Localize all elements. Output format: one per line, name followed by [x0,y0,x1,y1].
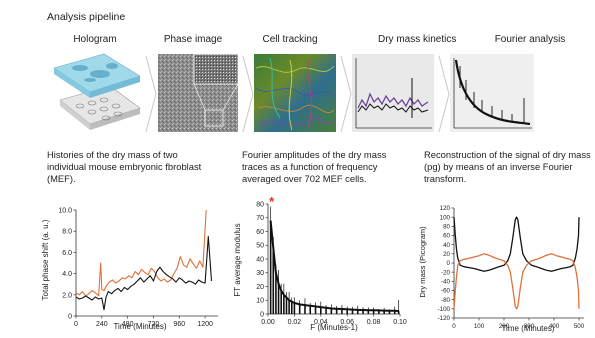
phase-image-thumbnail [158,53,239,132]
pipeline-title: Analysis pipeline [47,11,126,23]
chart2-xtick-label-2: 0.04 [314,319,328,326]
chart2-ytick-label-5: 50 [256,243,264,250]
stage-label-phase-image: Phase image [163,34,223,45]
chart2-ytick-label-3: 30 [256,270,264,277]
chart1-ytick-label-0: 0 [68,313,72,320]
caption-left: Histories of the dry mass of two individ… [47,149,202,185]
chart3-series-black [453,216,580,272]
chart3-ytick-label-8: 40 [443,242,450,249]
chart3-ytick-label-6: 0 [447,260,451,267]
chart1-xtick-label-5: 1200 [197,321,213,328]
chart1-xtick-label-2: 480 [122,321,134,328]
stage-label-cell-tracking: Cell tracking [262,34,318,45]
chart1-ytick-label-2: 4.0 [62,271,72,278]
chart3-ytick-label-3: -60 [441,288,451,295]
chart2-xtick-label-1: 0.02 [288,319,302,326]
chart1-ytick-label-4: 8.0 [62,229,72,236]
pipeline-strip [53,53,534,133]
chart3-ytick-label-1: -100 [438,306,451,313]
chart2-xtick-label-5: 0.10 [393,319,407,326]
dry-mass-kinetics-thumbnail [352,54,434,132]
chart2-ytick-label-8: 80 [256,201,264,208]
chart-fourier-amplitudes: FT average modulus F (Minutes-1) 0.00 0.0… [233,196,407,332]
stage-label-hologram: Hologram [73,34,117,45]
chart3-xtick-label-2: 200 [499,323,510,330]
chart3-xtick-label-1: 100 [474,323,485,330]
chart1-xlabel: Time (Minutes) [113,322,166,331]
chart3-ytick-label-5: -20 [441,269,451,276]
chart3-series-orange [453,253,580,310]
fourier-analysis-thumbnail [450,54,534,132]
chart1-xtick-label-1: 240 [96,321,108,328]
chart3-ytick-label-2: -80 [441,297,451,304]
chart3-ytick-label-4: -40 [441,279,451,286]
chart-dry-mass-reconstruction: Dry mass (Picogram) Time (Minutes) 0 100 2… [418,205,585,333]
chart3-xtick-label-4: 400 [549,323,560,330]
caption-middle: Fourier amplitudes of the dry mass trace… [242,149,387,185]
chart2-ytick-label-2: 20 [256,284,264,291]
chart3-ytick-label-10: 80 [443,224,450,231]
chart1-xtick-label-4: 960 [173,321,185,328]
chart2-ytick-label-7: 70 [256,215,264,222]
chart1-ytick-label-3: 6.0 [62,250,72,257]
chart2-ytick-label-0: 0 [260,311,264,318]
chart3-ytick-label-11: 100 [440,214,451,221]
chart3-ytick-label-7: 20 [443,251,450,258]
chart1-xtick-label-0: 0 [74,321,78,328]
hologram-thumbnail [53,53,141,130]
chart3-ylabel: Dry mass (Picogram) [418,226,427,298]
chart1-xtick-label-3: 720 [148,321,160,328]
chart3-ytick-label-12: 120 [440,205,451,212]
chart1-ytick-label-1: 2.0 [62,292,72,299]
chart3-ytick-label-9: 60 [443,233,450,240]
chart1-series-black [75,235,213,311]
chart2-ytick-label-4: 40 [256,256,264,263]
chart2-ytick-label-6: 60 [256,229,264,236]
chart2-envelope [269,220,399,312]
chart3-xlabel: Time (Minutes) [501,324,554,333]
chart1-series-orange [75,209,207,297]
chart2-xlabel: F (Minutes-1) [310,323,358,332]
chart2-xtick-label-3: 0.06 [340,319,354,326]
cell-tracking-thumbnail [254,54,336,132]
chart3-xtick-label-5: 500 [574,323,585,330]
chart3-xtick-label-0: 0 [452,323,456,330]
chart2-xtick-label-0: 0.00 [261,319,275,326]
chart3-ytick-label-0: -120 [438,315,451,322]
chart-dry-mass-histories: Total phase shift (a. u.) Time (Minutes)… [41,207,218,331]
chart1-ylabel: Total phase shift (a. u.) [41,219,50,300]
caption-right: Reconstruction of the signal of dry mass… [424,149,591,185]
chart1-ytick-label-5: 10.0 [58,207,72,214]
chart2-xtick-label-4: 0.08 [367,319,381,326]
chart2-annotation-star: * [269,196,275,209]
chart3-xtick-label-3: 300 [524,323,535,330]
chart2-ytick-label-1: 10 [256,298,264,305]
chart2-ylabel: FT average modulus [233,223,242,296]
stage-label-fourier-analysis: Fourier analysis [494,34,566,45]
stage-label-dry-mass-kinetics: Dry mass kinetics [378,34,457,45]
